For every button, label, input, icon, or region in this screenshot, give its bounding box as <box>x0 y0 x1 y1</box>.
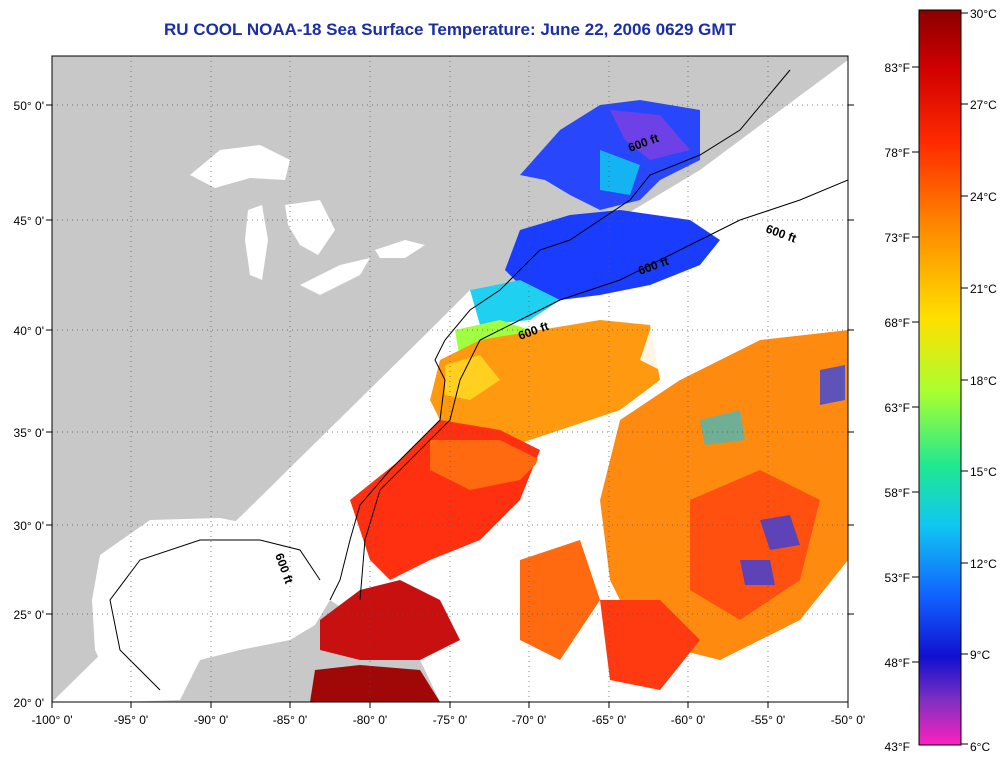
lat-label: 20° 0' <box>14 696 44 710</box>
colorbar-fahrenheit: 78°F <box>885 146 910 160</box>
lon-label: -55° 0' <box>751 713 785 727</box>
colorbar-fahrenheit: 63°F <box>885 401 910 415</box>
colorbar-fahrenheit: 53°F <box>885 571 910 585</box>
lat-label: 25° 0' <box>14 608 44 622</box>
lon-label: -90° 0' <box>194 713 228 727</box>
colorbar-celsius: 18°C <box>970 374 997 388</box>
colorbar-celsius: 30°C <box>970 7 997 21</box>
sst-hot-caribbean <box>320 580 460 660</box>
sst-cold-gulf-of-maine <box>505 210 720 300</box>
colorbar-celsius: 27°C <box>970 98 997 112</box>
lake-superior <box>190 145 290 188</box>
lake-huron <box>285 200 335 255</box>
colorbar-fahrenheit: 68°F <box>885 316 910 330</box>
yucatan-land <box>205 655 300 702</box>
lat-label: 50° 0' <box>14 99 44 113</box>
latitude-labels: 50° 0' 45° 0' 40° 0' 35° 0' 30° 0' 25° 0… <box>14 99 44 710</box>
lon-label: -75° 0' <box>433 713 467 727</box>
lake-ontario <box>375 240 425 258</box>
colorbar-celsius: 9°C <box>970 648 990 662</box>
longitude-labels: -100° 0' -95° 0' -90° 0' -85° 0' -80° 0'… <box>31 713 865 727</box>
colorbar-fahrenheit: 83°F <box>885 61 910 75</box>
sst-warm-mid-atlantic <box>430 320 660 450</box>
colorbar: 30°C 27°C 24°C 21°C 18°C 15°C 12°C 9°C 6… <box>885 7 998 754</box>
lat-label: 35° 0' <box>14 426 44 440</box>
colorbar-celsius: 24°C <box>970 190 997 204</box>
map-panel: 600 ft 600 ft 600 ft 600 ft 600 ft <box>52 56 848 702</box>
lat-label: 40° 0' <box>14 324 44 338</box>
gulf-of-mexico <box>92 518 330 702</box>
lon-label: -70° 0' <box>512 713 546 727</box>
lon-label: -65° 0' <box>592 713 626 727</box>
map-title: RU COOL NOAA-18 Sea Surface Temperature:… <box>164 20 736 39</box>
lon-label: -60° 0' <box>671 713 705 727</box>
colorbar-fahrenheit: 73°F <box>885 231 910 245</box>
lon-label: -95° 0' <box>114 713 148 727</box>
lon-label: -80° 0' <box>353 713 387 727</box>
lon-label: -50° 0' <box>831 713 865 727</box>
lon-label: -85° 0' <box>273 713 307 727</box>
isobath-600ft <box>359 179 848 601</box>
colorbar-celsius: 12°C <box>970 557 997 571</box>
lake-michigan <box>245 205 268 280</box>
colorbar-fahrenheit: 48°F <box>885 656 910 670</box>
lat-label: 45° 0' <box>14 214 44 228</box>
colorbar-celsius: 21°C <box>970 282 997 296</box>
colorbar-celsius: 15°C <box>970 465 997 479</box>
colorbar-fahrenheit: 43°F <box>885 740 910 754</box>
coastline <box>329 69 791 601</box>
colorbar-fahrenheit: 58°F <box>885 486 910 500</box>
lon-label: -100° 0' <box>31 713 72 727</box>
axis-ticks <box>46 104 854 708</box>
lat-label: 30° 0' <box>14 519 44 533</box>
lake-erie <box>300 258 370 295</box>
colorbar-celsius: 6°C <box>970 740 990 754</box>
